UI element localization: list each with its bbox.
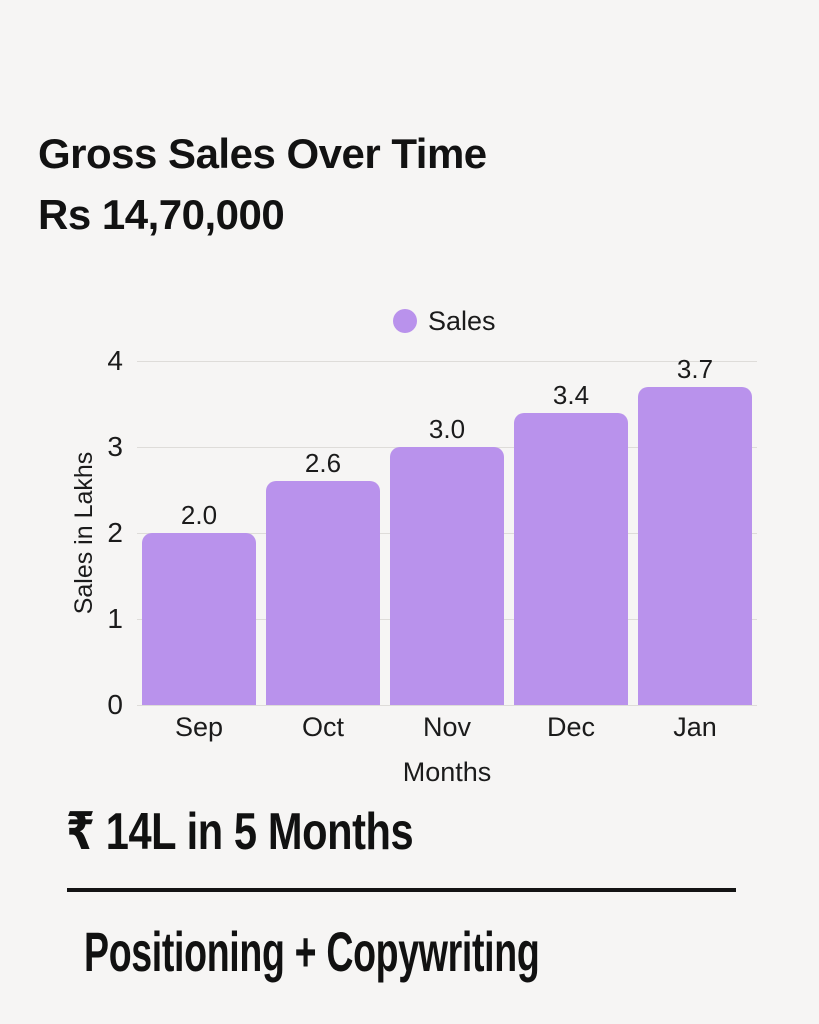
bar-value-sep: 2.0 (180, 500, 218, 530)
x-tick-label-jan: Jan (673, 712, 717, 742)
gridline-y-4 (137, 361, 757, 362)
y-tick-label-3: 3 (107, 431, 123, 462)
bar-dec (514, 412, 628, 705)
x-tick-label-sep: Sep (174, 712, 224, 742)
y-tick-label-1: 1 (107, 603, 123, 634)
bar-sep (142, 533, 256, 705)
bar-value-jan: 3.7 (676, 353, 714, 384)
bar-value-nov: 3.0 (428, 414, 466, 444)
bar-oct (266, 481, 380, 705)
y-tick-label-4: 4 (107, 345, 123, 376)
y-tick-label-2: 2 (107, 517, 123, 548)
y-tick-label-0: 0 (107, 689, 123, 720)
x-tick-label-oct: Oct (301, 712, 344, 742)
divider-line (67, 888, 736, 892)
page-title-amount: Rs 14,70,000 (38, 191, 285, 238)
gridline-y-0 (137, 705, 757, 706)
footer-subtitle: Positioning + Copywriting (84, 920, 540, 983)
x-tick-label-dec: Dec (546, 712, 595, 742)
x-axis-title: Months (402, 757, 492, 787)
bar-nov (390, 447, 504, 705)
chart-legend: Sales (393, 307, 496, 335)
footer-highlight: ₹ 14L in 5 Months (66, 803, 414, 861)
bar-jan (638, 386, 752, 705)
x-tick-label-nov: Nov (422, 712, 471, 742)
legend-label-sales: Sales (428, 306, 496, 336)
legend-swatch-sales-icon (393, 309, 417, 333)
page-title: Gross Sales Over Time (38, 130, 487, 177)
bar-value-oct: 2.6 (304, 448, 342, 479)
bar-value-dec: 3.4 (552, 379, 590, 410)
